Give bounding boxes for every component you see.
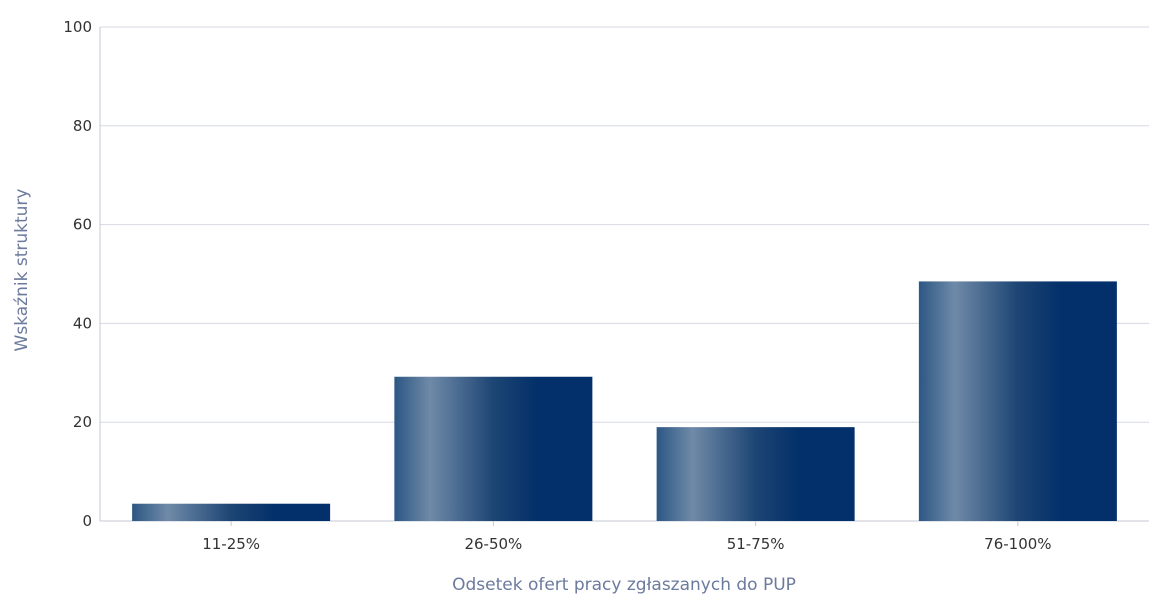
y-tick-label: 100 xyxy=(63,18,92,36)
y-tick-label: 0 xyxy=(82,512,92,530)
bar-51-75% xyxy=(656,427,855,521)
x-tick-label: 76-100% xyxy=(984,535,1051,553)
y-tick-label: 40 xyxy=(73,314,92,332)
bar-76-100% xyxy=(918,281,1117,521)
x-tick-labels: 11-25% 26-50% 51-75% 76-100% xyxy=(202,535,1051,553)
y-tick-label: 20 xyxy=(73,413,92,431)
y-tick-labels: 0 20 40 60 80 100 xyxy=(63,18,92,530)
y-axis-title: Wskaźnik struktury xyxy=(12,189,32,352)
bars xyxy=(132,281,1117,521)
x-tick-label: 51-75% xyxy=(727,535,785,553)
x-tick-label: 26-50% xyxy=(464,535,522,553)
bar-11-25% xyxy=(132,503,331,521)
x-axis-title: Odsetek ofert pracy zgłaszanych do PUP xyxy=(452,575,796,595)
y-tick-label: 80 xyxy=(73,117,92,135)
y-tick-label: 60 xyxy=(73,216,92,234)
x-tick-label: 11-25% xyxy=(202,535,260,553)
bar-26-50% xyxy=(394,376,593,521)
